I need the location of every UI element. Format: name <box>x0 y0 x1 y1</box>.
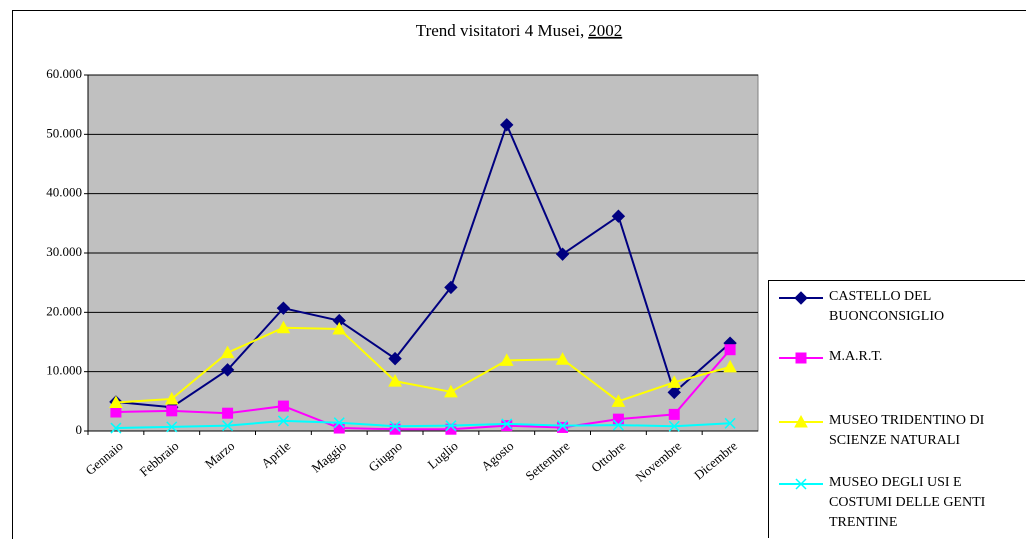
chart-subtitle: 2002 <box>588 21 622 40</box>
data-point <box>795 478 807 490</box>
data-point <box>222 420 234 432</box>
data-point <box>612 419 624 431</box>
data-point <box>110 422 122 434</box>
series-line <box>115 326 731 404</box>
data-point <box>332 321 347 335</box>
data-point <box>277 415 289 427</box>
data-point <box>445 420 457 432</box>
data-point <box>667 375 682 388</box>
data-point <box>220 363 235 377</box>
legend-entry: M.A.R.T. <box>777 349 1022 367</box>
y-tick-label: 60.000 <box>46 66 82 81</box>
legend-label: MUSEO DEGLI USI E COSTUMI DELLE GENTI TR… <box>829 475 986 530</box>
data-point <box>611 209 626 223</box>
legend-marker <box>779 291 823 305</box>
data-point <box>668 408 680 420</box>
data-point <box>794 291 808 305</box>
legend-entry: CASTELLO DEL BUONCONSIGLIO <box>777 289 1022 327</box>
data-point <box>109 395 123 409</box>
data-point <box>611 394 626 407</box>
legend-marker <box>779 414 823 428</box>
data-point <box>557 420 569 432</box>
data-point <box>723 359 737 373</box>
legend-label: CASTELLO DEL BUONCONSIGLIO <box>829 289 945 324</box>
data-point <box>444 280 458 295</box>
data-point <box>166 421 178 433</box>
data-point <box>795 352 807 364</box>
data-point <box>499 353 514 366</box>
data-point <box>164 391 179 405</box>
data-point <box>389 420 401 432</box>
legend-marker <box>779 478 823 490</box>
data-point <box>333 422 345 434</box>
y-tick-label: 10.000 <box>46 363 82 378</box>
data-point <box>276 320 291 334</box>
legend-entry: MUSEO DEGLI USI E COSTUMI DELLE GENTI TR… <box>777 475 1022 533</box>
data-point <box>110 406 122 418</box>
series-line <box>115 349 731 431</box>
legend: CASTELLO DEL BUONCONSIGLIO M.A.R.T. MUSEO … <box>768 280 1025 538</box>
data-point <box>166 405 178 417</box>
series-line <box>115 122 731 409</box>
data-point <box>388 351 402 366</box>
legend-label: MUSEO TRIDENTINO DI SCIENZE NATURALI <box>829 413 985 448</box>
data-point <box>389 423 401 435</box>
data-point <box>724 417 736 429</box>
legend-entry: MUSEO TRIDENTINO DI SCIENZE NATURALI <box>777 413 1022 451</box>
y-tick-label: 40.000 <box>46 185 82 200</box>
y-tick-label: 30.000 <box>46 244 82 259</box>
data-point <box>501 420 513 432</box>
data-point <box>333 417 345 429</box>
data-point <box>555 247 570 261</box>
y-tick-label: 0 <box>76 422 83 437</box>
y-tick-label: 50.000 <box>46 125 82 140</box>
y-tick-label: 20.000 <box>46 303 82 318</box>
data-point <box>445 423 457 435</box>
data-point <box>276 301 291 315</box>
legend-marker <box>779 352 823 364</box>
data-point <box>501 418 513 430</box>
data-point <box>444 384 458 398</box>
data-point <box>500 118 514 132</box>
series-line <box>115 419 731 430</box>
chart-title: Trend visitatori 4 Musei, <box>416 21 584 40</box>
data-point <box>668 420 680 432</box>
data-point <box>667 385 681 400</box>
data-point <box>222 407 234 419</box>
data-point <box>220 345 235 359</box>
data-point <box>388 374 402 387</box>
data-point <box>612 413 624 425</box>
data-point <box>724 344 736 356</box>
data-point <box>794 414 808 428</box>
data-point <box>555 352 570 365</box>
data-point <box>277 400 289 412</box>
data-point <box>557 421 569 433</box>
legend-label: M.A.R.T. <box>829 349 883 364</box>
